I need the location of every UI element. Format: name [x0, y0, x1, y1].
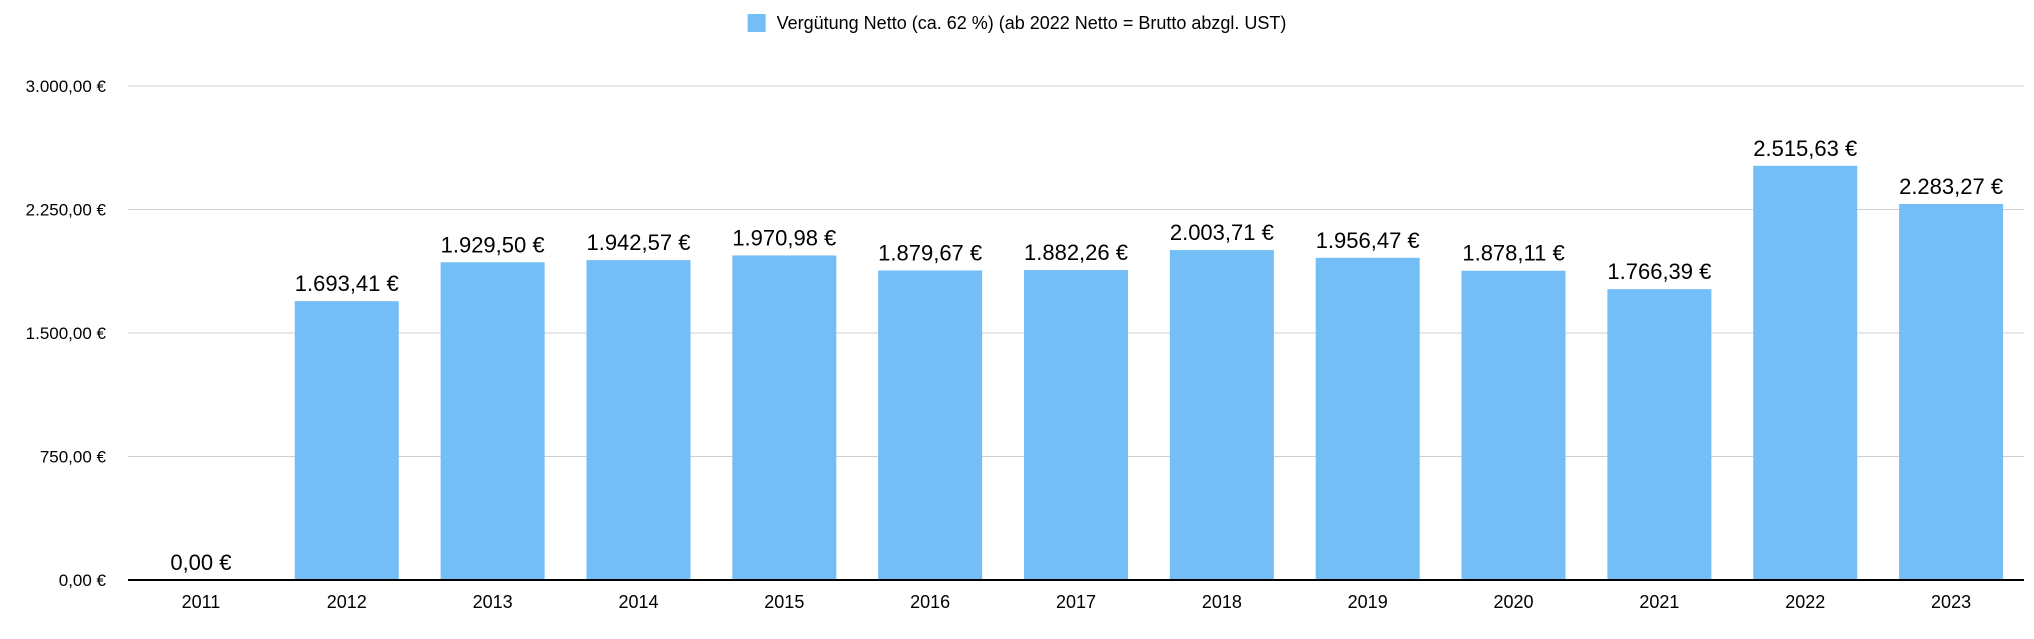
data-label: 1.766,39 € [1607, 259, 1711, 284]
x-tick-label: 2017 [1056, 592, 1096, 612]
bar[interactable] [586, 260, 691, 580]
data-label: 1.942,57 € [586, 230, 690, 255]
x-tick-label: 2019 [1348, 592, 1388, 612]
y-tick-label: 0,00 € [59, 571, 107, 590]
data-label: 2.003,71 € [1170, 220, 1274, 245]
x-tick-label: 2021 [1639, 592, 1679, 612]
bar[interactable] [1169, 250, 1274, 580]
x-tick-label: 2015 [764, 592, 804, 612]
data-label: 1.878,11 € [1462, 241, 1564, 266]
data-label: 1.693,41 € [295, 271, 399, 296]
data-label: 1.882,26 € [1024, 240, 1128, 265]
x-tick-label: 2014 [618, 592, 658, 612]
data-label: 1.929,50 € [441, 232, 545, 257]
x-tick-label: 2020 [1494, 592, 1534, 612]
data-label: 1.879,67 € [878, 240, 982, 265]
data-label: 2.283,27 € [1899, 174, 2003, 199]
bar[interactable] [732, 255, 837, 580]
data-label: 2.515,63 € [1753, 136, 1857, 161]
legend-label: Vergütung Netto (ca. 62 %) (ab 2022 Nett… [777, 13, 1287, 33]
data-label: 1.956,47 € [1316, 228, 1420, 253]
x-tick-label: 2012 [327, 592, 367, 612]
bar[interactable] [440, 262, 545, 580]
bar[interactable] [1899, 204, 2004, 580]
y-tick-label: 2.250,00 € [26, 201, 107, 220]
bar[interactable] [1024, 270, 1128, 580]
x-tick-label: 2022 [1785, 592, 1825, 612]
bar[interactable] [1315, 257, 1420, 580]
data-label: 0,00 € [170, 550, 231, 575]
y-tick-label: 3.000,00 € [26, 77, 107, 96]
y-tick-label: 750,00 € [40, 448, 107, 467]
y-tick-label: 1.500,00 € [26, 324, 107, 343]
bar[interactable] [294, 301, 399, 580]
bar[interactable] [1607, 289, 1712, 580]
bar[interactable] [1753, 165, 1858, 581]
x-tick-label: 2016 [910, 592, 950, 612]
bar[interactable] [1461, 270, 1566, 580]
bar[interactable] [878, 270, 983, 580]
legend-swatch [747, 14, 766, 32]
x-tick-label: 2018 [1202, 592, 1242, 612]
x-tick-label: 2013 [473, 592, 513, 612]
x-tick-label: 2011 [182, 592, 221, 612]
data-label: 1.970,98 € [732, 225, 836, 250]
x-tick-label: 2023 [1931, 592, 1971, 612]
